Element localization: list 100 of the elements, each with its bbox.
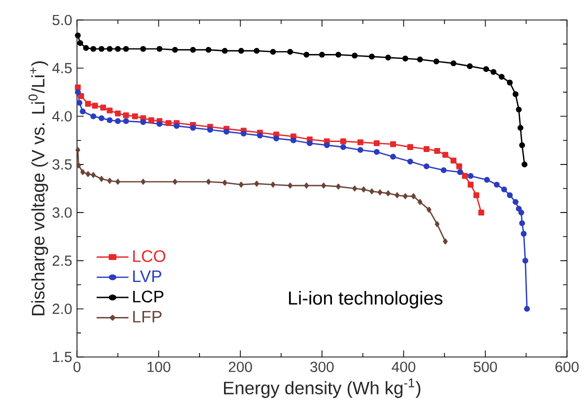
point <box>86 171 90 177</box>
point <box>407 158 414 164</box>
point <box>434 221 440 228</box>
point <box>506 80 513 86</box>
point <box>254 180 260 187</box>
point <box>352 186 358 192</box>
y-tick-label: 1.5 <box>53 352 72 362</box>
point <box>106 117 113 124</box>
point <box>518 210 524 216</box>
point <box>321 182 326 189</box>
point <box>172 178 178 185</box>
point <box>273 135 280 142</box>
point <box>442 238 448 244</box>
point <box>238 48 244 54</box>
x-tick-label: 100 <box>148 362 170 372</box>
point <box>287 48 294 55</box>
point <box>506 192 513 198</box>
y-tick-label: 2.5 <box>52 256 72 266</box>
point <box>90 113 96 120</box>
point <box>224 128 230 135</box>
point <box>386 190 391 196</box>
point <box>107 178 112 184</box>
point <box>123 46 129 52</box>
y-tick-label: 2.0 <box>52 304 72 314</box>
legend-label: LCP <box>133 290 164 302</box>
x-tick-label: 500 <box>474 362 497 372</box>
point <box>80 169 86 176</box>
point <box>100 104 106 111</box>
point <box>402 56 408 62</box>
y-tick-label: 5.0 <box>52 14 72 26</box>
point <box>490 69 496 75</box>
point <box>518 124 524 131</box>
point <box>324 142 330 148</box>
point <box>466 63 473 70</box>
point <box>114 46 121 52</box>
point <box>442 152 448 158</box>
point <box>114 110 121 116</box>
point <box>83 44 89 51</box>
point <box>123 118 129 124</box>
point <box>390 141 396 148</box>
point <box>512 91 518 98</box>
point <box>77 40 84 46</box>
point <box>450 60 456 66</box>
legend-label: LCO <box>133 250 166 262</box>
point <box>424 146 430 152</box>
y-tick-label: 3.0 <box>52 207 72 218</box>
point <box>85 100 91 107</box>
x-tick-label: 0 <box>73 362 80 372</box>
point <box>319 52 325 58</box>
point <box>99 176 104 182</box>
point <box>473 192 480 198</box>
point <box>166 120 172 126</box>
point <box>172 46 178 53</box>
point <box>494 182 500 188</box>
point <box>434 148 440 154</box>
point <box>484 176 490 183</box>
point <box>512 199 518 205</box>
x-tick-label: 200 <box>228 362 252 372</box>
point <box>270 182 276 188</box>
point <box>385 54 392 60</box>
point <box>457 169 463 176</box>
legend-label: LFP <box>133 310 162 322</box>
point <box>433 58 440 64</box>
point <box>140 178 146 185</box>
point <box>132 113 138 120</box>
point <box>335 52 342 58</box>
point <box>390 154 396 160</box>
point <box>501 186 508 192</box>
point <box>156 46 162 52</box>
point <box>368 54 375 60</box>
point <box>148 117 154 124</box>
point <box>80 108 86 114</box>
point <box>114 118 121 124</box>
point <box>90 46 96 52</box>
point <box>306 140 313 146</box>
point <box>123 112 129 118</box>
point <box>426 206 432 213</box>
point <box>418 199 422 205</box>
point <box>402 193 408 200</box>
point <box>270 48 276 55</box>
point <box>340 144 346 150</box>
point <box>78 93 84 99</box>
point <box>115 178 120 185</box>
point <box>304 52 310 58</box>
point <box>394 192 400 198</box>
point <box>522 258 528 264</box>
point <box>140 46 146 52</box>
point <box>75 147 80 153</box>
point <box>106 108 113 114</box>
point <box>352 52 358 59</box>
point <box>522 161 528 168</box>
point <box>140 119 146 125</box>
point <box>288 182 293 189</box>
point <box>206 178 211 185</box>
point <box>206 46 212 53</box>
point <box>340 138 346 144</box>
point <box>498 74 505 80</box>
point <box>361 186 366 192</box>
point <box>76 100 82 106</box>
point <box>520 230 527 237</box>
